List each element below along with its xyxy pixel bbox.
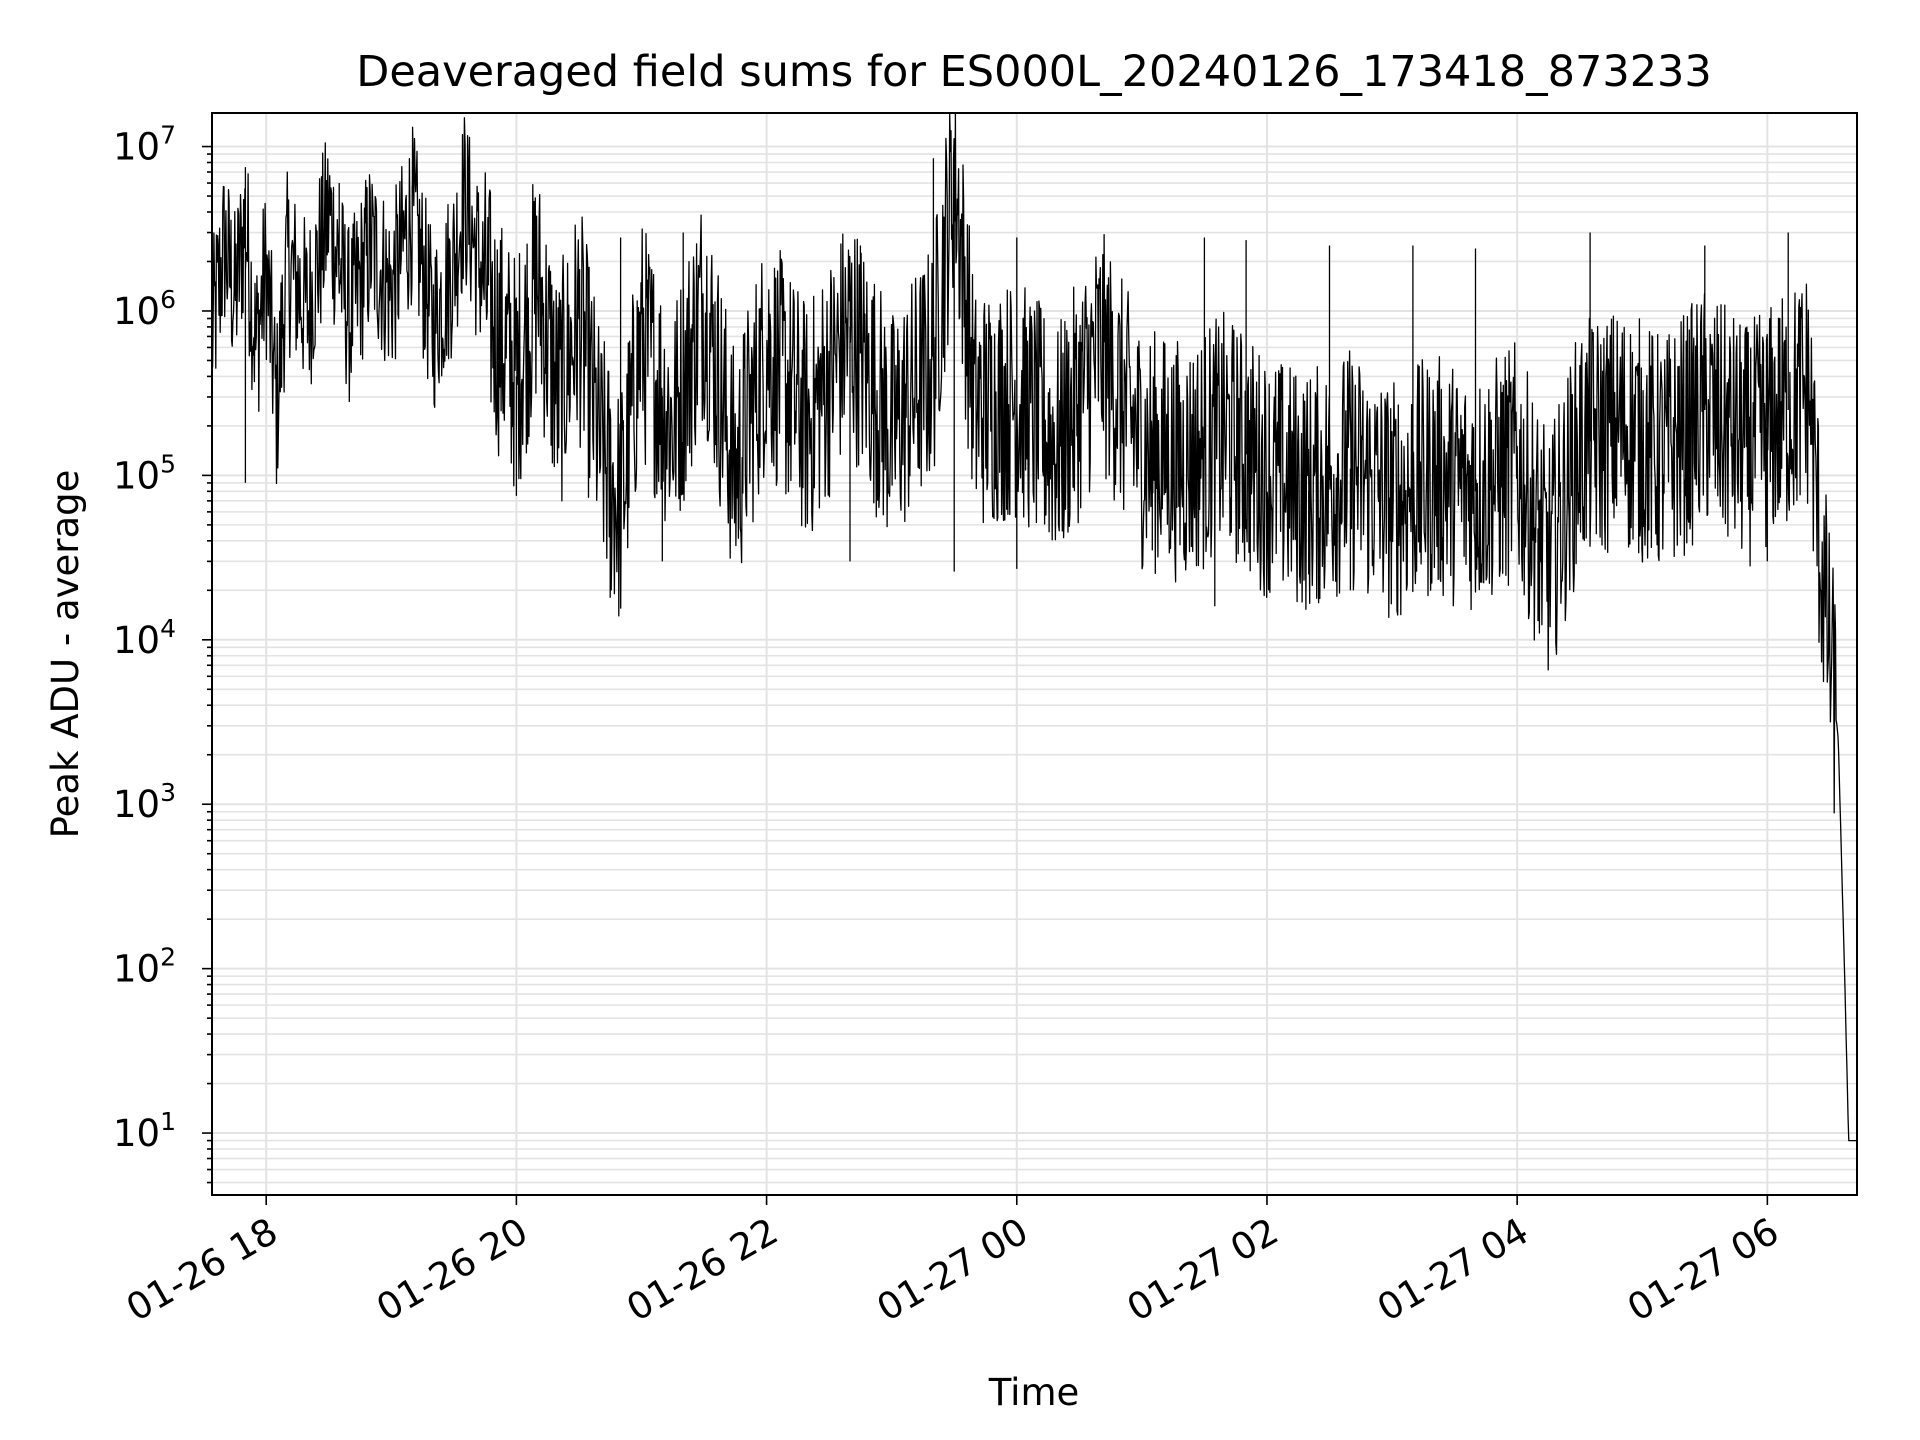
y-tick-label: 101 [113, 1107, 176, 1155]
y-tick-label: 106 [113, 285, 176, 333]
y-tick-exponent: 2 [160, 943, 176, 972]
y-axis-label: Peak ADU - average [44, 470, 87, 839]
y-tick-base: 10 [113, 126, 160, 169]
y-tick-base: 10 [113, 290, 160, 333]
y-tick-base: 10 [113, 1112, 160, 1155]
series-layer [211, 112, 1858, 1142]
plot-frame [211, 112, 1858, 1196]
y-tick-base: 10 [113, 783, 160, 826]
y-tick-exponent: 4 [160, 614, 176, 643]
y-tick-label: 104 [113, 614, 176, 662]
chart-title: Deaveraged field sums for ES000L_2024012… [356, 47, 1712, 97]
y-tick-exponent: 7 [160, 121, 176, 150]
y-tick-exponent: 3 [160, 778, 176, 807]
y-tick-label: 103 [113, 778, 176, 826]
series-line [211, 112, 1858, 1142]
y-tick-label: 107 [113, 121, 176, 169]
y-tick-base: 10 [113, 454, 160, 497]
y-tick-exponent: 1 [160, 1107, 176, 1136]
y-tick-exponent: 6 [160, 285, 176, 314]
grid [212, 113, 1857, 1195]
y-tick-exponent: 5 [160, 449, 176, 478]
y-tick-base: 10 [113, 948, 160, 991]
y-tick-label: 105 [113, 449, 176, 497]
y-tick-label: 102 [113, 943, 176, 991]
x-axis-label: Time [988, 1371, 1080, 1414]
y-tick-base: 10 [113, 619, 160, 662]
